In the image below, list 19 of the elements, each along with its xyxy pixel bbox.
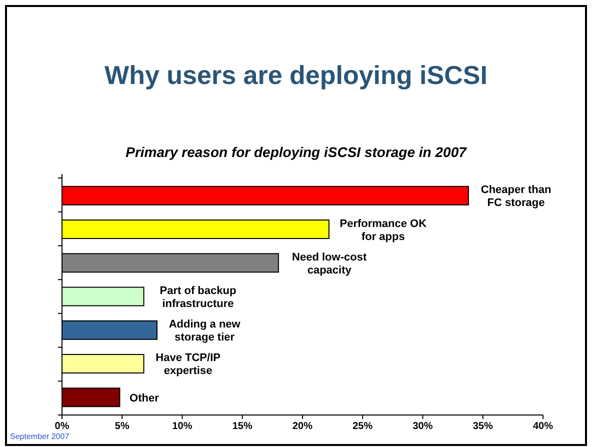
x-tick-label: 35% [472,421,493,432]
x-tick-label: 5% [114,421,130,432]
x-tick-label: 10% [172,421,192,432]
text: September 2007 [10,432,70,441]
y-tick-label: Part of backup infrastructure [160,285,236,310]
chart-title: Why users are deploying iSCSI [104,60,488,90]
x-tick-label: 20% [292,421,313,432]
x-tick-label: 0% [54,421,70,432]
y-tick-label: Performance OK for apps [340,218,427,243]
x-tick-label: 40% [532,421,554,432]
x-tick-label: 30% [412,421,433,432]
chart-subtitle: Primary reason for deploying iSCSI storage in 2007 [126,144,468,160]
y-tick-label: Adding a new storage tier [168,318,241,344]
y-tick-label: Need low-cost capacity [292,251,367,276]
x-tick-label: 15% [232,421,252,432]
y-tick-label: Other [130,392,160,404]
y-tick-label: Cheaper than FC storage [480,184,552,210]
y-tick-label: Have TCP/IP expertise [156,352,220,378]
x-tick-label: 25% [352,421,373,432]
